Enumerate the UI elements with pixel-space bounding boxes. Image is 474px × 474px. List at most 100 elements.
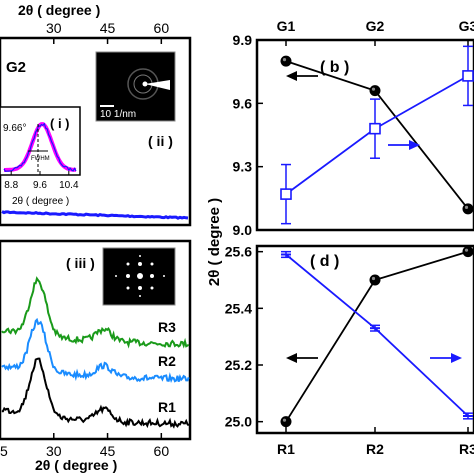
x-tick-label: 15 bbox=[0, 443, 8, 459]
fft-spot bbox=[150, 286, 154, 290]
inset-ii-label: ( ii ) bbox=[148, 133, 173, 149]
series-r1-label: R1 bbox=[158, 399, 176, 415]
point-highlight bbox=[464, 205, 469, 209]
fwhm-label: FWHM bbox=[31, 156, 50, 162]
x-tick-label: 45 bbox=[100, 443, 116, 459]
top-axis-title: 2θ ( degree ) bbox=[18, 2, 100, 18]
y-tick-label: 9.3 bbox=[233, 159, 253, 175]
data-point bbox=[462, 70, 474, 82]
point-highlight bbox=[282, 418, 287, 422]
category-label: R1 bbox=[277, 441, 295, 457]
top-axis-ticks: 30 45 60 bbox=[46, 20, 169, 44]
fft-spot bbox=[139, 295, 141, 297]
series-r3-label: R3 bbox=[158, 319, 176, 335]
fft-image bbox=[102, 247, 176, 306]
inset-ii: 10 1/nm ( ii ) bbox=[95, 51, 176, 149]
g2-pattern-line bbox=[1, 210, 189, 220]
data-point bbox=[369, 85, 381, 97]
panel-b-categories: G1 G2 G3 bbox=[277, 18, 474, 46]
series-r2-line bbox=[1, 317, 190, 384]
left-top-frame bbox=[0, 36, 192, 227]
inset-i-tick-label: 8.8 bbox=[4, 180, 18, 191]
panel-d-right-arrow bbox=[430, 353, 462, 363]
point-highlight bbox=[371, 276, 376, 281]
data-point bbox=[280, 416, 292, 428]
inset-i-label: ( i ) bbox=[50, 116, 70, 131]
top-tick-label: 30 bbox=[46, 20, 62, 36]
left-bottom-panel: R3 R2 R1 ( iii ) 15 30 45 60 2θ ( degree ) bbox=[0, 239, 192, 473]
point-highlight bbox=[464, 248, 469, 252]
fft-spot bbox=[150, 274, 154, 278]
fft-spot bbox=[126, 262, 130, 266]
fft-spot bbox=[137, 273, 143, 279]
panel-b-label: ( b ) bbox=[320, 59, 349, 76]
data-point bbox=[462, 246, 474, 258]
point-highlight bbox=[282, 58, 287, 62]
panel-d-y-ticks: 25.0 25.2 25.4 25.6 bbox=[225, 244, 263, 430]
series-r2-label: R2 bbox=[158, 353, 176, 369]
y-tick-label: 25.4 bbox=[225, 300, 252, 316]
fft-spots bbox=[115, 255, 165, 297]
data-point bbox=[369, 274, 381, 286]
data-point bbox=[369, 122, 381, 135]
panel-label-g2: G2 bbox=[6, 59, 26, 76]
category-label: R2 bbox=[366, 441, 384, 457]
category-label: R3 bbox=[459, 441, 474, 457]
x-tick-label: 60 bbox=[154, 443, 170, 459]
inset-iii-label: ( iii ) bbox=[66, 255, 95, 271]
y-tick-label: 25.2 bbox=[225, 357, 252, 373]
inset-i-tick-label: 9.6 bbox=[33, 180, 47, 191]
inset-i: 9.66° FWHM ( i ) 8.8 9.6 10.4 2θ ( degree … bbox=[0, 106, 81, 207]
y-tick-label: 9.0 bbox=[233, 222, 253, 238]
inset-iii: ( iii ) bbox=[66, 247, 176, 306]
series-r3-line bbox=[1, 276, 190, 349]
panel-d-frame bbox=[255, 244, 474, 435]
y-tick-label: 9.9 bbox=[233, 32, 253, 48]
y-tick-label: 25.0 bbox=[225, 414, 252, 430]
panel-b-plot bbox=[280, 45, 474, 225]
panel-b-left-arrow bbox=[286, 71, 318, 81]
panel-d-left-arrow bbox=[286, 353, 318, 363]
panel-b: G1 G2 G3 9.0 9.3 9.6 9.9 ( b ) bbox=[233, 18, 474, 238]
fft-spot bbox=[126, 274, 130, 278]
left-bottom-x-ticks: 15 30 45 60 bbox=[0, 433, 169, 459]
inset-i-frame bbox=[0, 106, 81, 176]
panel-d-plot bbox=[280, 246, 474, 428]
inset-i-tick-label: 10.4 bbox=[59, 180, 79, 191]
panel-d: R1 R2 R3 25.0 25.2 25.4 25.6 ( d ) bbox=[225, 244, 474, 457]
top-tick-label: 45 bbox=[100, 20, 116, 36]
inset-i-xlabel: 2θ ( degree ) bbox=[12, 196, 69, 207]
fft-spot bbox=[138, 286, 142, 290]
data-point bbox=[280, 188, 292, 200]
panel-b-right-arrow bbox=[388, 140, 420, 150]
beam-stop bbox=[145, 80, 170, 90]
series-r1-line bbox=[1, 357, 190, 429]
left-top-panel: 2θ ( degree ) 30 45 60 G2 10 1/nm ( ii ) 9… bbox=[0, 2, 192, 227]
left-bottom-frame bbox=[0, 239, 192, 441]
fft-spot bbox=[126, 286, 130, 290]
data-point bbox=[462, 203, 474, 215]
x-tick-label: 30 bbox=[46, 443, 62, 459]
inset-i-ticks: 8.8 9.6 10.4 bbox=[4, 171, 79, 191]
shared-y-axis-label: 2θ ( degree ) bbox=[206, 198, 223, 286]
panel-b-y-ticks: 9.0 9.3 9.6 9.9 bbox=[233, 32, 263, 238]
point-highlight bbox=[371, 87, 376, 91]
panel-b-frame bbox=[255, 38, 474, 232]
category-label: G1 bbox=[277, 18, 296, 34]
peak-data-curve bbox=[3, 122, 77, 172]
series-0-line bbox=[285, 60, 469, 210]
fft-spot bbox=[115, 275, 117, 277]
fft-spot bbox=[138, 262, 142, 266]
data-point bbox=[280, 55, 292, 67]
peak-value-label: 9.66° bbox=[3, 123, 26, 134]
panel-d-categories: R1 R2 R3 bbox=[277, 427, 474, 457]
top-tick-label: 60 bbox=[154, 20, 170, 36]
fft-spot bbox=[163, 275, 165, 277]
category-label: G2 bbox=[366, 18, 385, 34]
left-bottom-xlabel: 2θ ( degree ) bbox=[35, 457, 117, 473]
y-tick-label: 25.6 bbox=[225, 244, 252, 260]
y-tick-label: 9.6 bbox=[233, 95, 253, 111]
fft-spot bbox=[150, 262, 154, 266]
category-label: G3 bbox=[459, 18, 474, 34]
